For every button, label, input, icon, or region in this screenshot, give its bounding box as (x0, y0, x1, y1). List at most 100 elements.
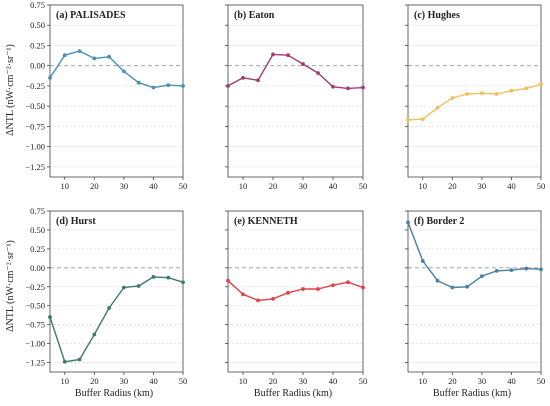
data-point (62, 359, 67, 364)
data-point (331, 84, 335, 89)
data-point (539, 82, 543, 87)
series-line (227, 53, 364, 90)
x-tick-label: 20 (269, 181, 278, 191)
y-tick-label: −0.50 (25, 101, 45, 111)
data-point (346, 280, 350, 285)
data-point (494, 268, 499, 273)
x-tick-label: 40 (329, 181, 338, 191)
y-tick-label: −1.00 (25, 142, 45, 152)
x-tick-label: 40 (149, 376, 158, 386)
y-tick-label: 0.50 (30, 20, 45, 30)
data-point (465, 92, 470, 96)
data-point (509, 88, 514, 93)
x-tick-label: 40 (149, 181, 158, 191)
data-point (92, 332, 97, 337)
y-tick-label: 0.25 (30, 40, 45, 50)
data-point (121, 69, 126, 74)
panel-title: (b) Eaton (234, 10, 275, 21)
x-tick-label: 30 (478, 181, 487, 191)
y-tick-label: −0.25 (25, 81, 45, 91)
data-point (136, 80, 141, 85)
data-point (256, 298, 260, 303)
data-point (107, 306, 112, 310)
x-tick-label: 10 (239, 181, 248, 191)
data-point (271, 52, 275, 57)
y-tick-label: 0.25 (30, 244, 45, 254)
data-point (121, 285, 126, 290)
data-point (226, 84, 230, 88)
x-tick-label: 30 (120, 181, 129, 191)
data-point (256, 78, 260, 83)
data-point (316, 71, 320, 75)
data-point (316, 287, 320, 291)
series-line (227, 280, 364, 302)
plot-frame (49, 210, 184, 373)
x-tick-label: 50 (179, 376, 188, 386)
x-tick-label: 30 (120, 376, 129, 386)
y-tick-label: 0.00 (30, 263, 45, 273)
data-point (301, 62, 305, 66)
plot-frame (227, 210, 364, 373)
y-axis-label-top: ΔNTL (nW·cm⁻²·sr⁻¹) (5, 44, 16, 136)
x-tick-label: 10 (239, 376, 248, 386)
data-point (435, 278, 440, 283)
x-tick-label: 40 (329, 376, 338, 386)
data-point (524, 266, 529, 271)
y-tick-label: −0.25 (25, 282, 45, 292)
data-point (241, 292, 245, 297)
panel-title: (a) PALISADES (56, 10, 126, 21)
y-tick-label: −1.00 (25, 339, 45, 349)
x-tick-label: 10 (61, 376, 70, 386)
data-point (286, 53, 290, 58)
data-point (479, 91, 484, 96)
x-tick-label: 10 (419, 376, 428, 386)
x-tick-label: 20 (90, 376, 99, 386)
panel-3: 10 20 30 40 50 (c) Hughes (405, 4, 546, 191)
x-tick-label: 10 (61, 181, 70, 191)
y-tick-label: −0.75 (25, 320, 45, 330)
x-tick-label: 20 (90, 181, 99, 191)
data-point (406, 118, 410, 122)
data-point (181, 280, 185, 285)
plot-frame (49, 4, 184, 178)
x-tick-label: 50 (537, 181, 546, 191)
panel-title: (c) Hughes (414, 10, 460, 21)
x-tick-label: 30 (299, 376, 308, 386)
data-point (48, 75, 52, 80)
y-tick-label: −1.25 (25, 162, 45, 172)
y-axis-label-bottom: ΔNTL (nW·cm⁻²·sr⁻¹) (5, 240, 16, 332)
data-point (539, 267, 543, 272)
data-point (48, 315, 52, 319)
data-point (92, 56, 97, 61)
panel-4: 0.75 0.50 0.25 0.00 −0.25 −0.50 −0.75 −1.00 −1.2… (25, 206, 187, 386)
data-point (107, 54, 112, 59)
data-point (77, 49, 82, 54)
data-point (435, 105, 440, 110)
panel-1: 0.75 0.50 0.25 0.00 −0.25 −0.50 −0.75 −1.00 −1.2… (25, 0, 187, 191)
data-point (361, 85, 365, 90)
data-point (494, 92, 499, 96)
x-tick-label: 20 (269, 376, 278, 386)
data-point (181, 84, 185, 88)
data-point (226, 278, 230, 283)
data-point (346, 86, 350, 91)
x-tick-label: 50 (359, 376, 368, 386)
panel-2: 10 20 30 40 50 (b) Eaton (225, 4, 367, 191)
data-point (450, 96, 455, 100)
x-tick-label: 40 (507, 181, 516, 191)
series-line (407, 222, 542, 289)
x-tick-label: 30 (478, 376, 487, 386)
series-line (49, 50, 184, 89)
data-point (151, 85, 156, 90)
x-tick-label: 50 (179, 181, 188, 191)
data-point (286, 290, 290, 295)
y-tick-label: 0.75 (30, 0, 45, 10)
data-point (406, 220, 410, 225)
data-point (509, 268, 514, 272)
panel-title: (e) KENNETH (234, 216, 298, 227)
y-tick-label: −0.75 (25, 121, 45, 131)
panel-5: 10 20 30 40 50 (e) KENNETH (225, 210, 368, 386)
data-point (361, 285, 365, 290)
